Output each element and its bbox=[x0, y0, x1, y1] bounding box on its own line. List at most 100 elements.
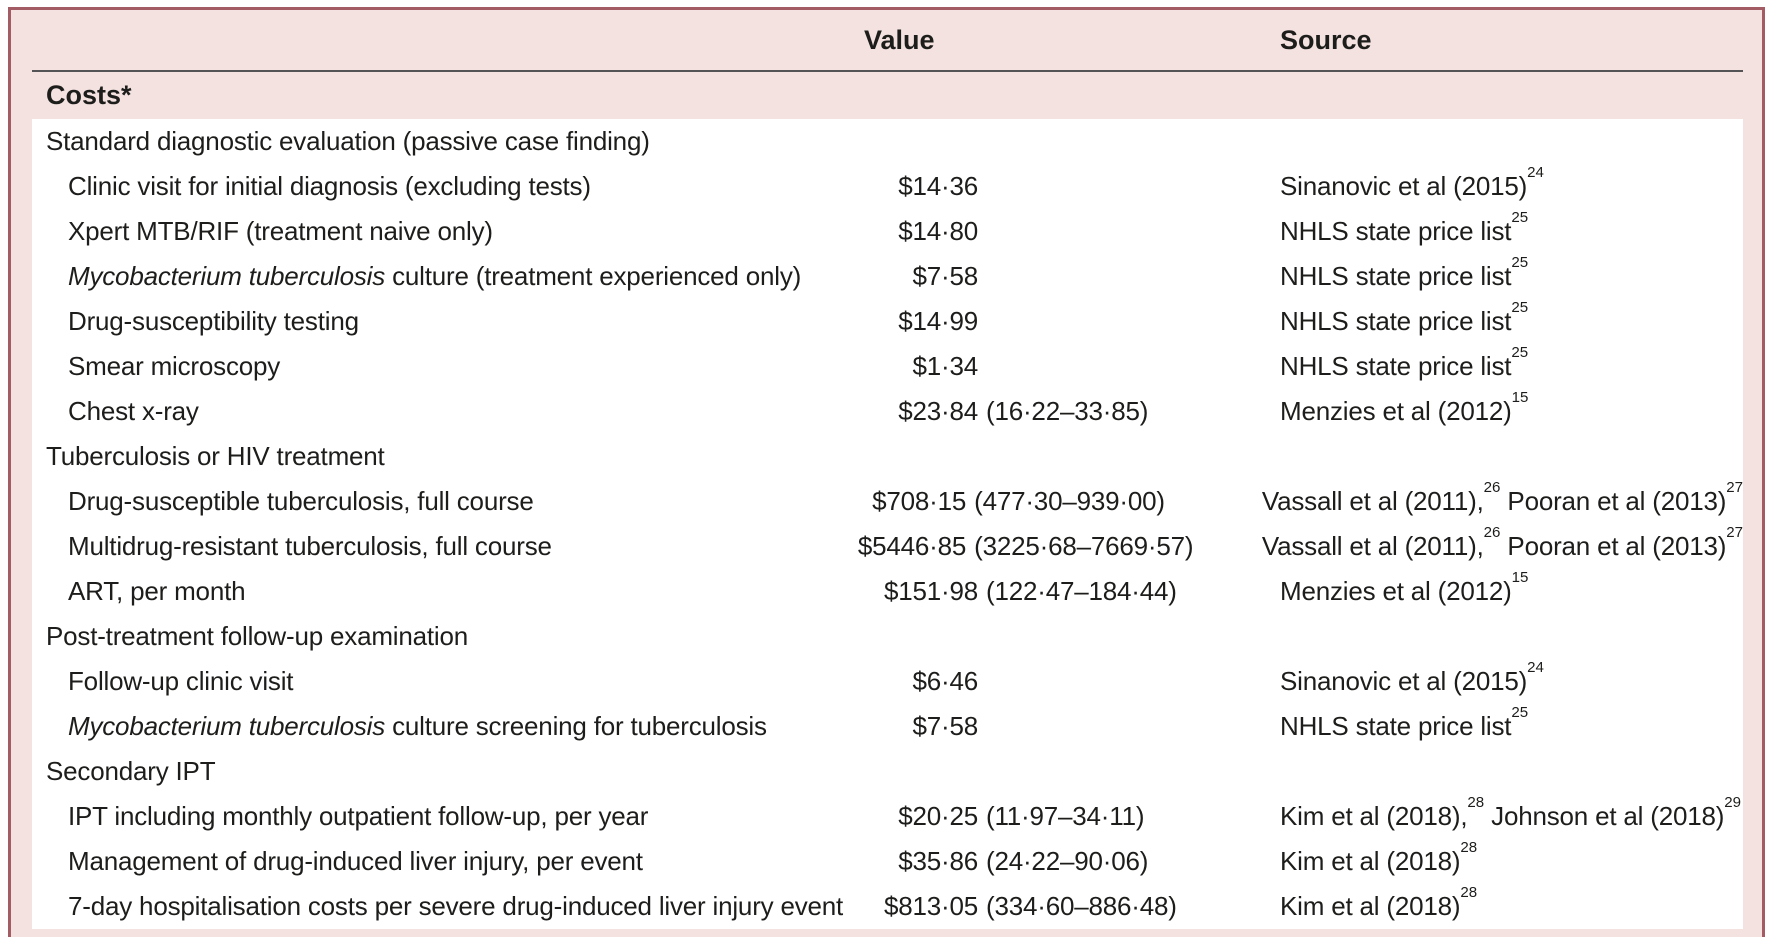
row-label: Secondary IPT bbox=[46, 756, 216, 786]
value-amount: $20·25 bbox=[898, 801, 978, 831]
reference-superscript: 28 bbox=[1467, 794, 1485, 812]
row-label: Mycobacterium tuberculosis culture scree… bbox=[68, 711, 767, 741]
row-label: Xpert MTB/RIF (treatment naive only) bbox=[68, 216, 493, 246]
reference-superscript: 28 bbox=[1460, 884, 1478, 902]
row-label: Standard diagnostic evaluation (passive … bbox=[46, 126, 650, 156]
value-range: (16·22–33·85) bbox=[986, 396, 1149, 426]
row-label: Smear microscopy bbox=[68, 351, 281, 381]
table-row: Multidrug-resistant tuberculosis, full c… bbox=[32, 524, 1743, 569]
row-source: NHLS state price list25 bbox=[1280, 344, 1529, 381]
value-column-header: Value bbox=[864, 24, 935, 55]
row-source: Menzies et al (2012)15 bbox=[1280, 389, 1529, 426]
row-value: $708·15 (477·30–939·00) bbox=[852, 486, 1262, 517]
row-value: $151·98 (122·47–184·44) bbox=[864, 576, 1280, 607]
reference-superscript: 25 bbox=[1511, 209, 1529, 227]
table-row: 7-day hospitalisation costs per severe d… bbox=[32, 884, 1743, 929]
reference-superscript: 27 bbox=[1726, 524, 1743, 542]
row-source: Kim et al (2018)28 bbox=[1280, 839, 1478, 876]
value-amount: $1·34 bbox=[912, 351, 979, 381]
reference-superscript: 26 bbox=[1483, 479, 1501, 497]
reference-superscript: 25 bbox=[1511, 254, 1529, 272]
value-amount: $7·58 bbox=[912, 261, 979, 291]
source-column-header: Source bbox=[1280, 24, 1372, 55]
row-label: Management of drug-induced liver injury,… bbox=[68, 846, 643, 876]
row-label: Drug-susceptible tuberculosis, full cour… bbox=[68, 486, 534, 516]
header-divider-rule bbox=[32, 70, 1743, 72]
row-label: Drug-susceptibility testing bbox=[68, 306, 359, 336]
costs-section-title: Costs* bbox=[46, 80, 132, 110]
row-source: Vassall et al (2011),26 Pooran et al (20… bbox=[1261, 524, 1743, 561]
row-value: $1·34 bbox=[864, 351, 1280, 382]
row-source: Sinanovic et al (2015)24 bbox=[1280, 164, 1544, 201]
reference-superscript: 28 bbox=[1460, 839, 1478, 857]
value-amount: $7·58 bbox=[912, 711, 979, 741]
row-label: ART, per month bbox=[68, 576, 246, 606]
row-label: IPT including monthly outpatient follow-… bbox=[68, 801, 649, 831]
row-value: $6·46 bbox=[864, 666, 1280, 697]
table-row: Xpert MTB/RIF (treatment naive only) $14… bbox=[32, 209, 1743, 254]
row-label: Mycobacterium tuberculosis culture (trea… bbox=[68, 261, 802, 291]
value-range: (477·30–939·00) bbox=[974, 486, 1165, 516]
row-value: $7·58 bbox=[864, 711, 1280, 742]
reference-superscript: 29 bbox=[1724, 794, 1741, 812]
table-row: Smear microscopy $1·34 NHLS state price … bbox=[32, 344, 1743, 389]
row-value: $20·25 (11·97–34·11) bbox=[864, 801, 1280, 832]
row-value: $14·36 bbox=[864, 171, 1280, 202]
table-row: Chest x-ray $23·84 (16·22–33·85) Menzies… bbox=[32, 389, 1743, 434]
reference-superscript: 26 bbox=[1483, 524, 1501, 542]
table-row: Follow-up clinic visit $6·46 Sinanovic e… bbox=[32, 659, 1743, 704]
value-amount: $151·98 bbox=[883, 576, 978, 606]
table-row: Management of drug-induced liver injury,… bbox=[32, 839, 1743, 884]
row-source: Menzies et al (2012)15 bbox=[1280, 569, 1529, 606]
row-source: NHLS state price list25 bbox=[1280, 254, 1529, 291]
row-source: Vassall et al (2011),26 Pooran et al (20… bbox=[1261, 479, 1743, 516]
row-source: Kim et al (2018)28 bbox=[1280, 884, 1478, 921]
row-label: Post-treatment follow-up examination bbox=[46, 621, 469, 651]
row-label: Follow-up clinic visit bbox=[68, 666, 294, 696]
value-amount: $35·86 bbox=[898, 846, 978, 876]
row-value: $813·05 (334·60–886·48) bbox=[864, 891, 1280, 922]
row-value: $7·58 bbox=[864, 261, 1280, 292]
value-amount: $708·15 bbox=[872, 486, 967, 516]
table-row: Post-treatment follow-up examination bbox=[32, 614, 1743, 659]
row-source: NHLS state price list25 bbox=[1280, 209, 1529, 246]
cost-parameters-table: Value Source Costs* Standard diagnostic … bbox=[8, 7, 1765, 937]
table-row: Drug-susceptibility testing $14·99 NHLS … bbox=[32, 299, 1743, 344]
value-range: (24·22–90·06) bbox=[986, 846, 1149, 876]
row-label: 7-day hospitalisation costs per severe d… bbox=[68, 891, 844, 921]
value-range: (3225·68–7669·57) bbox=[974, 531, 1194, 561]
row-value: $14·99 bbox=[864, 306, 1280, 337]
table-row: Mycobacterium tuberculosis culture scree… bbox=[32, 704, 1743, 749]
value-range: (334·60–886·48) bbox=[986, 891, 1177, 921]
row-value: $23·84 (16·22–33·85) bbox=[864, 396, 1280, 427]
table-row: Clinic visit for initial diagnosis (excl… bbox=[32, 164, 1743, 209]
row-value: $35·86 (24·22–90·06) bbox=[864, 846, 1280, 877]
reference-superscript: 27 bbox=[1726, 479, 1743, 497]
reference-superscript: 15 bbox=[1511, 389, 1529, 407]
reference-superscript: 24 bbox=[1527, 659, 1544, 677]
table-row: IPT including monthly outpatient follow-… bbox=[32, 794, 1743, 839]
row-source: NHLS state price list25 bbox=[1280, 299, 1529, 336]
reference-superscript: 25 bbox=[1511, 704, 1529, 722]
row-label: Clinic visit for initial diagnosis (excl… bbox=[68, 171, 591, 201]
reference-superscript: 25 bbox=[1511, 299, 1529, 317]
reference-superscript: 24 bbox=[1527, 164, 1544, 182]
table-row: Secondary IPT bbox=[32, 749, 1743, 794]
table-row: Mycobacterium tuberculosis culture (trea… bbox=[32, 254, 1743, 299]
value-amount: $813·05 bbox=[883, 891, 978, 921]
value-range: (122·47–184·44) bbox=[986, 576, 1177, 606]
row-source: Sinanovic et al (2015)24 bbox=[1280, 659, 1544, 696]
value-amount: $5446·85 bbox=[857, 531, 967, 561]
value-amount: $6·46 bbox=[912, 666, 979, 696]
value-amount: $14·80 bbox=[898, 216, 978, 246]
table-row: Tuberculosis or HIV treatment bbox=[32, 434, 1743, 479]
table-row: Standard diagnostic evaluation (passive … bbox=[32, 119, 1743, 164]
table-row: Drug-susceptible tuberculosis, full cour… bbox=[32, 479, 1743, 524]
row-label: Tuberculosis or HIV treatment bbox=[46, 441, 385, 471]
reference-superscript: 15 bbox=[1511, 569, 1529, 587]
table-row: ART, per month $151·98 (122·47–184·44) M… bbox=[32, 569, 1743, 614]
row-label: Multidrug-resistant tuberculosis, full c… bbox=[68, 531, 552, 561]
row-source: NHLS state price list25 bbox=[1280, 704, 1529, 741]
table-body: Standard diagnostic evaluation (passive … bbox=[32, 119, 1743, 929]
